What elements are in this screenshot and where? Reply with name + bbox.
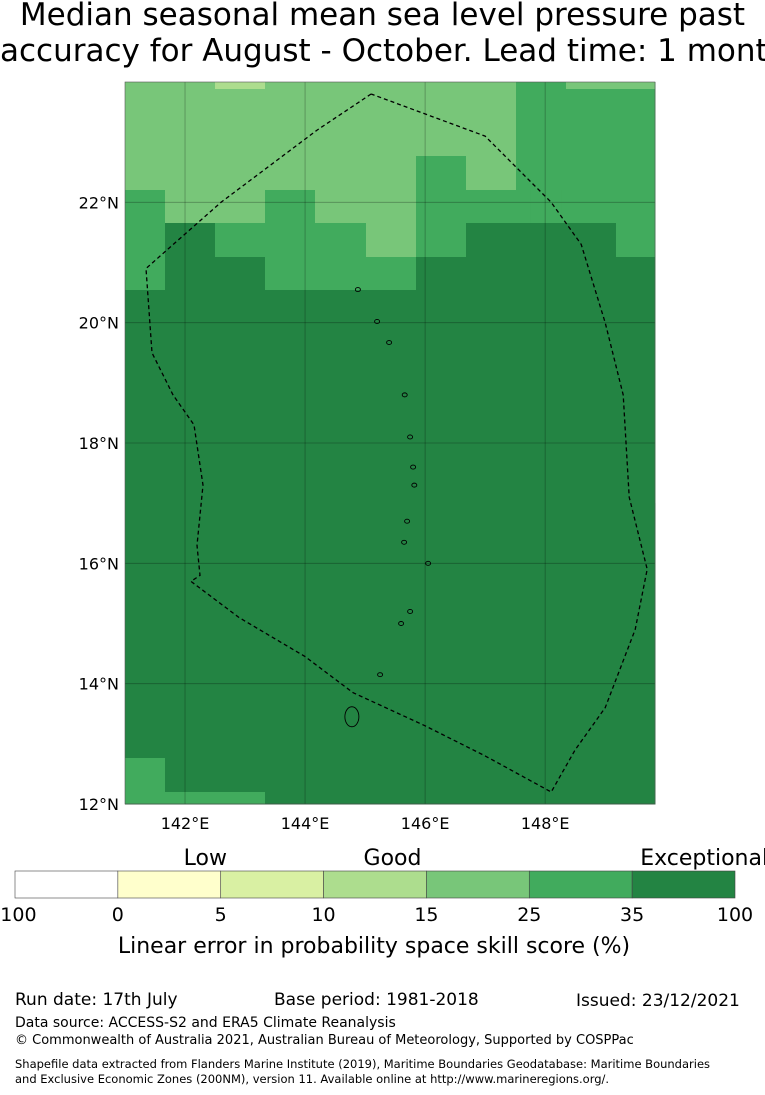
- skill-score-grid: [125, 82, 656, 805]
- map-title-line-1: Median seasonal mean sea level pressure …: [19, 0, 746, 33]
- colorbar-tick-label: 15: [414, 904, 438, 926]
- latitude-tick-label: 12°N: [79, 795, 119, 814]
- colorbar-tick-label: 100: [717, 904, 753, 926]
- colorbar-bin: [117, 870, 222, 899]
- island-outline: [410, 464, 417, 470]
- run-date: Run date: 17th July: [15, 990, 178, 1010]
- grid-cell-patch: [165, 190, 265, 223]
- colorbar-bin: [426, 870, 530, 899]
- colorbar-tick-label: 10: [311, 904, 335, 926]
- grid-cell-patch: [516, 82, 566, 190]
- latitude-tick-label: 22°N: [79, 193, 119, 212]
- grid-cell-patch: [215, 223, 366, 257]
- grid-cell-patch: [265, 257, 416, 290]
- island-outline: [386, 340, 393, 345]
- grid-cell-patch: [416, 156, 466, 257]
- island-outline: [354, 287, 361, 293]
- grid-cell-patch: [265, 792, 655, 804]
- grid-cell-patch: [366, 223, 416, 257]
- grid-cell-patch: [516, 223, 566, 257]
- map-figure: 22°N 20°N 18°N 16°N 14°N 12°N 142°E 144°E 146°E…: [0, 81, 765, 959]
- map-frame: [124, 81, 656, 805]
- grid-cell-patch: [616, 223, 655, 257]
- island-outline: [411, 482, 418, 488]
- eez-boundary: [145, 93, 648, 793]
- colorbar-tick-label: 5: [215, 904, 227, 926]
- longitude-tick-label: 148°E: [521, 814, 570, 833]
- shapefile-credit-line-1: Shapefile data extracted from Flanders M…: [15, 1057, 711, 1071]
- longitude-tick-label: 144°E: [281, 814, 330, 833]
- colorbar-bin: [220, 870, 324, 899]
- island-outline: [377, 672, 384, 678]
- colorbar-bin: [14, 870, 119, 899]
- grid-cell-patch: [125, 758, 165, 804]
- grid-cell-patch: [315, 190, 416, 223]
- grid-cell-patch: [566, 82, 655, 89]
- longitude-tick-label: 146°E: [401, 814, 450, 833]
- island-outline: [401, 539, 408, 545]
- colorbar-bin: [528, 870, 633, 899]
- island-outline: [407, 434, 414, 440]
- island-outline: [404, 518, 411, 524]
- copyright-notice: © Commonwealth of Australia 2021, Austra…: [15, 1033, 634, 1048]
- colorbar-tick-label: 35: [620, 904, 644, 926]
- island-outline: [407, 609, 414, 614]
- data-source: Data source: ACCESS-S2 and ERA5 Climate …: [15, 1015, 396, 1031]
- issued-date: Issued: 23/12/2021: [576, 991, 740, 1011]
- graticule: [125, 82, 655, 805]
- latitude-tick-label: 14°N: [79, 675, 119, 694]
- colorbar-tick-label: -100: [0, 904, 37, 926]
- base-period: Base period: 1981-2018: [274, 990, 479, 1010]
- latitude-tick-label: 16°N: [79, 554, 119, 573]
- grid-cell-patch: [566, 89, 655, 223]
- map-border: [124, 81, 656, 805]
- colorbar-category-label: Low: [184, 846, 227, 871]
- grid-cell-patch: [215, 82, 265, 89]
- latitude-labels: 22°N 20°N 18°N 16°N 14°N 12°N: [79, 193, 119, 814]
- colorbar-legend: -100 0 5 10 15 25 35 100 Low Good Exceptional Linea…: [0, 846, 765, 959]
- colorbar-tick-label: 0: [112, 904, 124, 926]
- island-outlines: [344, 287, 432, 728]
- shapefile-credit-line-2: and Exclusive Economic Zones (200NM), ve…: [15, 1072, 610, 1086]
- colorbar-category-label: Exceptional: [640, 846, 765, 871]
- grid-cell-patch: [466, 190, 516, 223]
- colorbar-bin: [631, 870, 736, 899]
- grid-cell-patch: [215, 257, 265, 290]
- latitude-tick-label: 20°N: [79, 314, 119, 333]
- grid-cell-patch: [165, 223, 215, 290]
- grid-cell-patch: [416, 257, 655, 290]
- island-outline: [401, 392, 408, 398]
- grid-cell-patch: [165, 758, 655, 792]
- colorbar-category-label: Good: [364, 846, 422, 871]
- map-title-line-2: accuracy for August - October. Lead time…: [0, 33, 765, 69]
- latitude-tick-label: 18°N: [79, 434, 119, 453]
- grid-cell-patch: [125, 190, 165, 290]
- grid-cell-patch: [165, 792, 265, 804]
- island-outline: [398, 621, 405, 626]
- colorbar-axis-label: Linear error in probability space skill …: [118, 934, 630, 959]
- colorbar-bin: [323, 870, 427, 899]
- colorbar-tick-label: 25: [517, 904, 541, 926]
- longitude-tick-label: 142°E: [161, 814, 210, 833]
- longitude-labels: 142°E 144°E 146°E 148°E: [161, 814, 570, 833]
- island-outline: [425, 560, 432, 566]
- grid-cell-patch: [125, 290, 655, 758]
- island-outline: [344, 706, 360, 728]
- island-outline: [374, 319, 381, 324]
